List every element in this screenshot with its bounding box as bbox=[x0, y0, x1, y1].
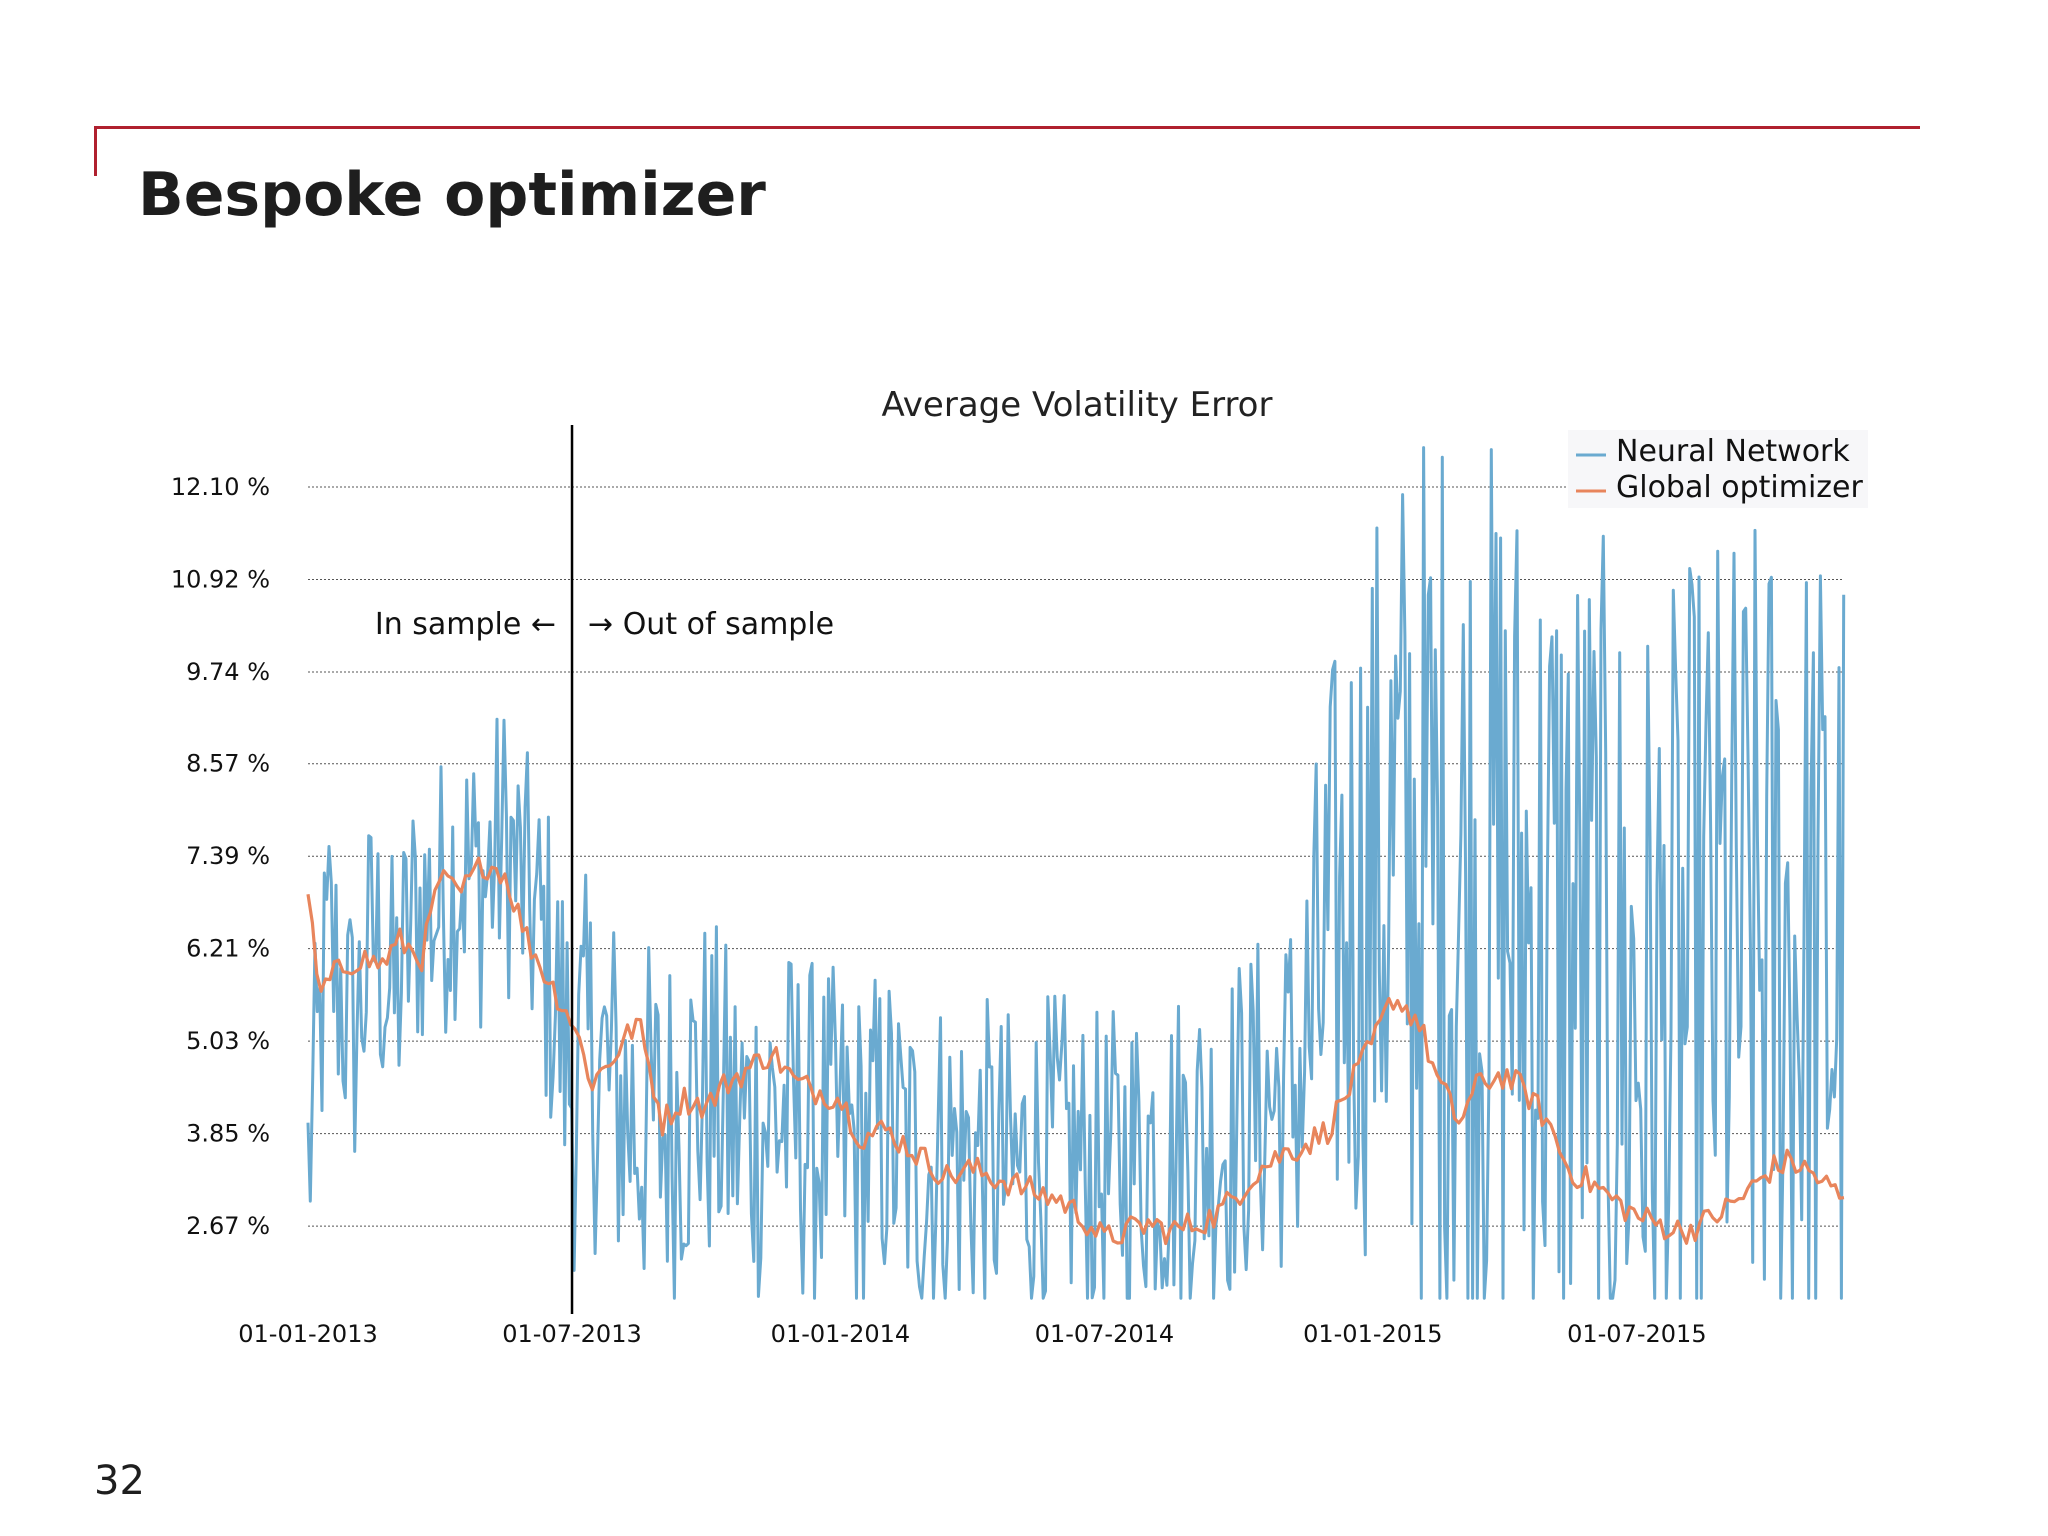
out-of-sample-label: → Out of sample bbox=[588, 607, 834, 642]
legend-background bbox=[1568, 430, 1868, 508]
series-lines bbox=[306, 446, 1846, 1300]
y-tick-label: 8.57 % bbox=[186, 750, 270, 778]
y-tick-label: 7.39 % bbox=[186, 842, 270, 870]
legend-label-global-optimizer: Global optimizer bbox=[1616, 470, 1863, 505]
y-axis-ticks: 2.67 % 3.85 % 5.03 % 6.21 % 7.39 % 8.57 % 9.74… bbox=[171, 473, 270, 1240]
y-tick-label: 10.92 % bbox=[171, 566, 270, 594]
x-axis-ticks: 01-01-2013 01-07-2013 01-01-2014 01-07-2014… bbox=[238, 1320, 1706, 1348]
x-tick-label: 01-01-2014 bbox=[771, 1320, 910, 1348]
slide-title: Bespoke optimizer bbox=[138, 160, 766, 230]
x-tick-label: 01-01-2013 bbox=[238, 1320, 377, 1348]
legend-label-neural-network: Neural Network bbox=[1616, 434, 1850, 469]
series-line-neural-network bbox=[306, 446, 1846, 1300]
page-number: 32 bbox=[94, 1458, 145, 1504]
chart-title: Average Volatility Error bbox=[882, 385, 1273, 425]
y-tick-label: 6.21 % bbox=[186, 935, 270, 963]
x-tick-label: 01-07-2013 bbox=[502, 1320, 641, 1348]
y-tick-label: 9.74 % bbox=[186, 658, 270, 686]
x-tick-label: 01-07-2014 bbox=[1035, 1320, 1174, 1348]
title-frame-top-rule bbox=[94, 126, 1920, 129]
y-tick-label: 2.67 % bbox=[186, 1212, 270, 1240]
y-tick-label: 3.85 % bbox=[186, 1120, 270, 1148]
y-tick-label: 12.10 % bbox=[171, 473, 270, 501]
title-frame-left-rule bbox=[94, 126, 97, 176]
x-tick-label: 01-07-2015 bbox=[1567, 1320, 1706, 1348]
y-tick-label: 5.03 % bbox=[186, 1027, 270, 1055]
in-sample-label: In sample ← bbox=[375, 607, 556, 642]
series-line-global-optimizer bbox=[306, 856, 1845, 1246]
legend: Neural Network Global optimizer bbox=[1568, 430, 1868, 508]
x-tick-label: 01-01-2015 bbox=[1303, 1320, 1442, 1348]
